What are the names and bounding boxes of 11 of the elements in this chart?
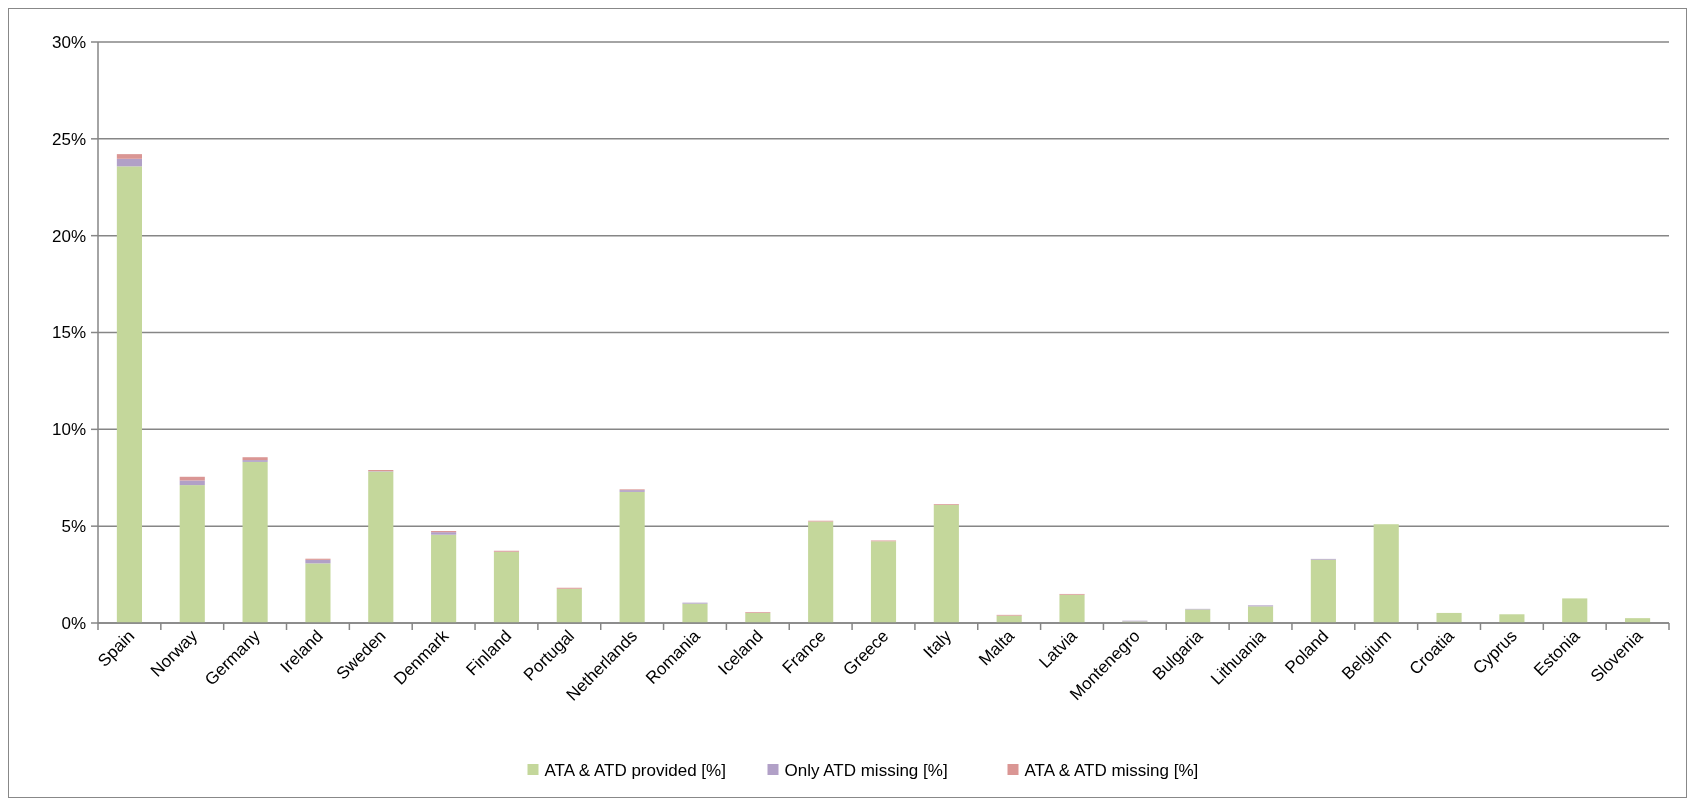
y-tick-label: 10% [51,420,86,440]
x-tick-label: Italy [919,626,956,662]
legend-label: ATA & ATD provided [%] [544,760,726,780]
y-tick-label: 30% [51,32,86,52]
y-tick-label: 20% [51,226,86,246]
y-tick-label: 5% [61,517,86,537]
y-tick-label: 25% [51,129,86,149]
legend-label: Only ATD missing [%] [784,760,948,780]
y-tick-label: 15% [51,323,86,343]
y-tick-label: 0% [61,613,86,633]
legend-label: ATA & ATD missing [%] [1024,760,1199,780]
